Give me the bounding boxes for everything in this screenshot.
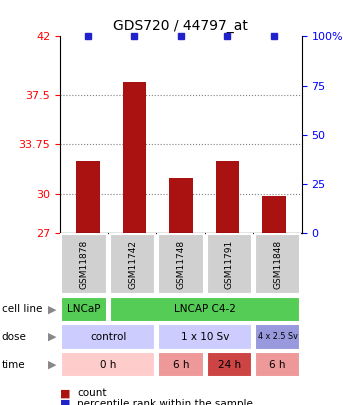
Bar <box>61 352 155 377</box>
Text: count: count <box>77 388 107 398</box>
Text: control: control <box>90 332 127 342</box>
Bar <box>158 234 204 294</box>
Text: ▶: ▶ <box>48 360 57 369</box>
Text: ■: ■ <box>60 399 71 405</box>
Bar <box>169 178 192 233</box>
Text: GSM11848: GSM11848 <box>273 240 282 289</box>
Title: GDS720 / 44797_at: GDS720 / 44797_at <box>114 19 248 33</box>
Text: GSM11748: GSM11748 <box>176 240 186 289</box>
Bar <box>123 82 146 233</box>
Bar <box>206 352 252 377</box>
Text: GSM11878: GSM11878 <box>80 240 89 289</box>
Text: 24 h: 24 h <box>218 360 241 369</box>
Text: ▶: ▶ <box>48 305 57 314</box>
Text: 1 x 10 Sv: 1 x 10 Sv <box>181 332 229 342</box>
Bar <box>61 297 107 322</box>
Bar <box>110 297 300 322</box>
Text: 6 h: 6 h <box>173 360 189 369</box>
Bar <box>110 234 155 294</box>
Text: dose: dose <box>2 332 27 342</box>
Text: percentile rank within the sample: percentile rank within the sample <box>77 399 253 405</box>
Text: LNCAP C4-2: LNCAP C4-2 <box>174 305 236 314</box>
Bar <box>61 234 107 294</box>
Bar <box>158 324 252 350</box>
Text: 4 x 2.5 Sv: 4 x 2.5 Sv <box>258 333 298 341</box>
Bar <box>61 324 155 350</box>
Text: ■: ■ <box>60 388 71 398</box>
Bar <box>255 234 300 294</box>
Bar <box>206 234 252 294</box>
Text: 0 h: 0 h <box>100 360 117 369</box>
Text: LNCaP: LNCaP <box>68 305 101 314</box>
Text: 6 h: 6 h <box>269 360 286 369</box>
Text: time: time <box>2 360 25 369</box>
Bar <box>216 161 239 233</box>
Bar <box>255 352 300 377</box>
Text: ▶: ▶ <box>48 332 57 342</box>
Bar <box>255 324 300 350</box>
Text: cell line: cell line <box>2 305 42 314</box>
Text: GSM11742: GSM11742 <box>128 240 137 289</box>
Bar <box>76 161 99 233</box>
Bar <box>262 196 286 233</box>
Bar <box>158 352 204 377</box>
Text: GSM11791: GSM11791 <box>225 240 234 289</box>
